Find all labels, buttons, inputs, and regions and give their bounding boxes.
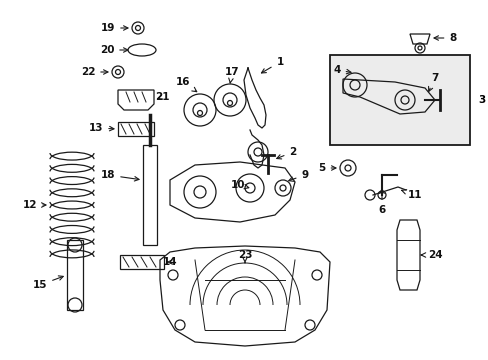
Text: 24: 24: [420, 250, 442, 260]
Text: 3: 3: [477, 95, 485, 105]
Bar: [329, 55, 469, 145]
Text: 2: 2: [276, 147, 296, 159]
Text: 7: 7: [427, 73, 438, 91]
Text: 18: 18: [101, 170, 139, 181]
Text: 4: 4: [333, 65, 350, 75]
Text: 10: 10: [230, 180, 248, 190]
Text: 14: 14: [163, 257, 177, 267]
Text: 5: 5: [318, 163, 335, 173]
Text: 19: 19: [101, 23, 128, 33]
Text: 21: 21: [154, 92, 169, 102]
Text: 11: 11: [401, 190, 421, 200]
Bar: [142, 145, 157, 245]
Text: 9: 9: [288, 170, 308, 181]
Text: 13: 13: [88, 123, 114, 133]
Text: 23: 23: [237, 250, 252, 263]
Text: 22: 22: [81, 67, 108, 77]
Text: 16: 16: [175, 77, 196, 92]
Text: 15: 15: [33, 276, 63, 290]
Text: 20: 20: [100, 45, 128, 55]
Text: 17: 17: [224, 67, 239, 83]
Text: 12: 12: [23, 200, 46, 210]
Text: 1: 1: [261, 57, 283, 73]
Text: 6: 6: [378, 189, 385, 215]
Bar: [67, 240, 83, 310]
Text: 8: 8: [433, 33, 456, 43]
